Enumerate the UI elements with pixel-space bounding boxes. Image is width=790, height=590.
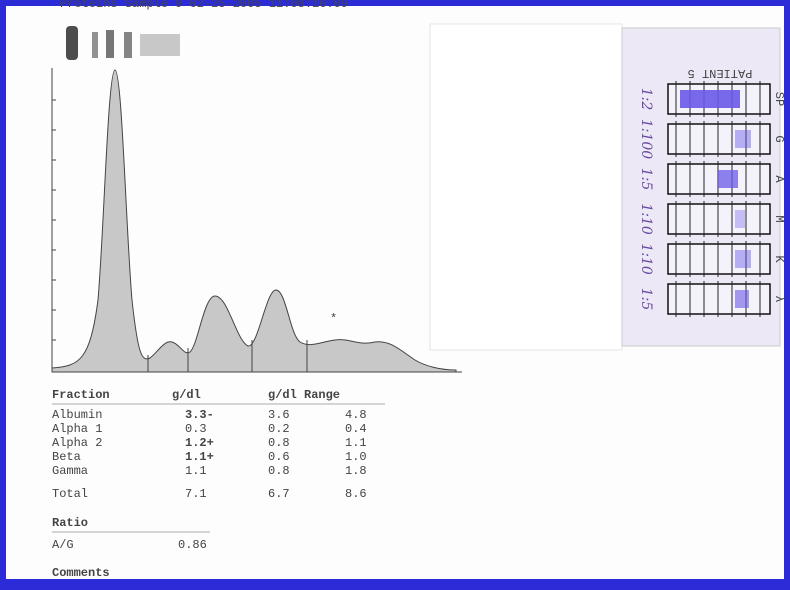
cell-value: 0.3 (185, 422, 207, 436)
total-cell: Total (52, 487, 88, 501)
cell-value: 1.0 (345, 450, 367, 464)
annotation: * (330, 312, 337, 326)
total-cell: 7.1 (185, 487, 207, 501)
cell-value: 4.8 (345, 408, 367, 422)
column-header: Fraction (52, 388, 110, 402)
cell-value: 0.8 (268, 436, 290, 450)
fraction-name: Albumin (52, 408, 102, 422)
gel-strip (66, 26, 180, 60)
fraction-name: Alpha 1 (52, 422, 102, 436)
cell-value: 3.6 (268, 408, 290, 422)
ratio-value: 0.86 (178, 538, 207, 552)
blank-sheet (429, 23, 623, 351)
total-cell: 8.6 (345, 487, 367, 501)
lane-label: SP (772, 92, 786, 106)
lane-box (667, 243, 771, 275)
fraction-name: Alpha 2 (52, 436, 102, 450)
densitometry-trace (51, 69, 457, 373)
cell-value: 1.1 (345, 436, 367, 450)
lane-label: G (772, 135, 786, 142)
dilution: 1:5 (638, 288, 654, 311)
fraction-name: Gamma (52, 464, 88, 478)
cell-value: 0.8 (268, 464, 290, 478)
lane-box (667, 123, 771, 155)
cell-value: 3.3- (185, 408, 214, 422)
comments-label: Comments (52, 566, 110, 580)
lane-label: A (772, 175, 786, 183)
band (735, 250, 751, 268)
lane-label: M (772, 215, 786, 222)
ratio-title: Ratio (52, 516, 88, 530)
cell-value: 0.2 (268, 422, 290, 436)
fraction-dividers (147, 340, 308, 372)
lane-label: K (772, 255, 786, 263)
cell-value: 1.2+ (185, 436, 214, 450)
cell-value: 0.6 (268, 450, 290, 464)
dilution: 1:10 (638, 203, 654, 235)
lane-box (667, 283, 771, 315)
total-cell: 6.7 (268, 487, 290, 501)
dilution: 1:2 (638, 88, 654, 111)
band (735, 290, 749, 308)
column-header: g/dl (172, 388, 201, 402)
band (680, 90, 740, 108)
lane-box (667, 203, 771, 235)
fraction-name: Beta (52, 450, 81, 464)
band (718, 170, 738, 188)
dilution: 1:100 (638, 119, 654, 159)
band (735, 210, 745, 228)
results-table: Fraction g/dl g/dl Range Albumin 3.3- 3.6 4.8 A… (52, 388, 385, 580)
cell-value: 0.4 (345, 422, 367, 436)
ratio-label: A/G (52, 538, 74, 552)
patient-label: PATIENT 5 (688, 66, 753, 80)
column-header: g/dl Range (268, 388, 340, 402)
lane-label: λ (772, 295, 786, 302)
cell-value: 1.8 (345, 464, 367, 478)
dilution: 1:5 (638, 168, 654, 191)
band (735, 130, 751, 148)
lanes: SP 1:2 G 1:100 A 1:5 M 1:10 K 1:10 λ 1:5 (638, 81, 786, 317)
cell-value: 1.1+ (185, 450, 214, 464)
header-title: Proteins Sample 9 02-25-2005 11:08:16:09 (60, 0, 348, 11)
dilution: 1:10 (638, 243, 654, 275)
cell-value: 1.1 (185, 464, 207, 478)
